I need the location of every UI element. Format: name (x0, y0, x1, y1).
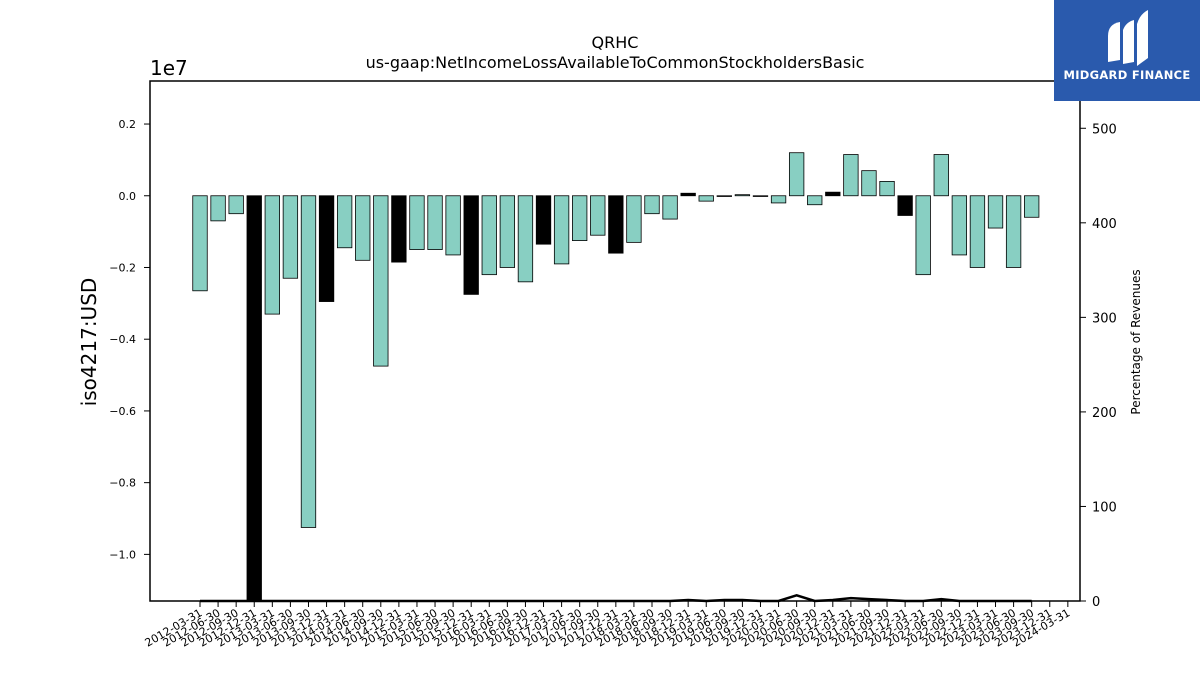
bar (933, 154, 949, 197)
y2-axis-ticks: 0 100 200 300 400 500 (1080, 122, 1117, 610)
bar (807, 195, 823, 206)
bar (481, 195, 497, 276)
bar (553, 195, 570, 265)
y2-tick-label: 400 (1092, 217, 1117, 232)
bar (210, 195, 226, 222)
y-tick-label: 0.0 (119, 190, 137, 203)
bar (716, 195, 732, 197)
y2-tick-label: 500 (1092, 122, 1117, 137)
bar (590, 195, 606, 236)
bar-group (192, 152, 1040, 602)
bar (246, 195, 262, 602)
y-tick-label: −0.4 (109, 333, 136, 346)
bar (825, 191, 841, 197)
y-axis-label: iso4217:USD (77, 278, 101, 407)
bar (626, 195, 642, 243)
bar (192, 195, 208, 292)
y2-axis-label: Percentage of Revenues (1129, 269, 1143, 414)
bar (770, 195, 787, 204)
x-axis-ticks: 2012-03-312012-06-302012-09-302012-12-31… (143, 601, 1072, 650)
bar (355, 195, 371, 261)
y2-tick-label: 100 (1092, 500, 1117, 515)
bar (969, 195, 986, 268)
midgard-logo-icon (1108, 10, 1148, 66)
bar (427, 195, 443, 250)
y2-tick-label: 200 (1092, 406, 1117, 421)
bar (680, 192, 696, 197)
bar (1005, 195, 1022, 268)
bar (843, 154, 859, 197)
y2-tick-label: 0 (1092, 595, 1100, 610)
y-tick-label: −0.6 (109, 405, 136, 418)
bar (373, 195, 389, 367)
bar (1024, 195, 1040, 218)
bar (228, 195, 244, 215)
bar (897, 195, 913, 216)
bar (282, 195, 299, 279)
bar (644, 195, 660, 215)
bar (915, 195, 931, 276)
bar (409, 195, 425, 250)
logo-text: MIDGARD FINANCE (1063, 68, 1191, 82)
bar (318, 195, 335, 302)
bar (445, 195, 461, 256)
bar (572, 195, 588, 241)
bar (499, 195, 516, 268)
bar (264, 195, 280, 315)
bar (951, 195, 968, 256)
brand-logo: MIDGARD FINANCE (1054, 0, 1200, 101)
bar (391, 195, 407, 263)
bar (752, 195, 769, 197)
chart-subtitle: us-gaap:NetIncomeLossAvailableToCommonSt… (366, 53, 865, 72)
bar (608, 195, 624, 254)
y2-tick-label: 300 (1092, 311, 1117, 326)
bar (517, 195, 534, 283)
bar (662, 195, 678, 220)
bar (788, 152, 805, 197)
y-tick-label: −0.8 (109, 477, 136, 490)
bar (879, 181, 895, 197)
bar (336, 195, 353, 249)
bar (734, 194, 751, 197)
y-scale-label: 1e7 (150, 56, 188, 80)
y-tick-label: −1.0 (109, 548, 136, 561)
bar (861, 170, 877, 197)
bar (463, 195, 479, 295)
bar (698, 195, 714, 202)
plot-frame (149, 80, 1081, 602)
chart-title: QRHC (592, 33, 639, 52)
bar (300, 195, 317, 528)
bar (535, 195, 552, 245)
y-tick-label: 0.2 (119, 118, 137, 131)
pct-of-revenues-line (200, 594, 1032, 603)
y-tick-label: −0.2 (109, 261, 136, 274)
bar (987, 195, 1004, 229)
y-axis-ticks: 0.2 0.0 −0.2 −0.4 −0.6 −0.8 −1.0 (109, 118, 150, 561)
